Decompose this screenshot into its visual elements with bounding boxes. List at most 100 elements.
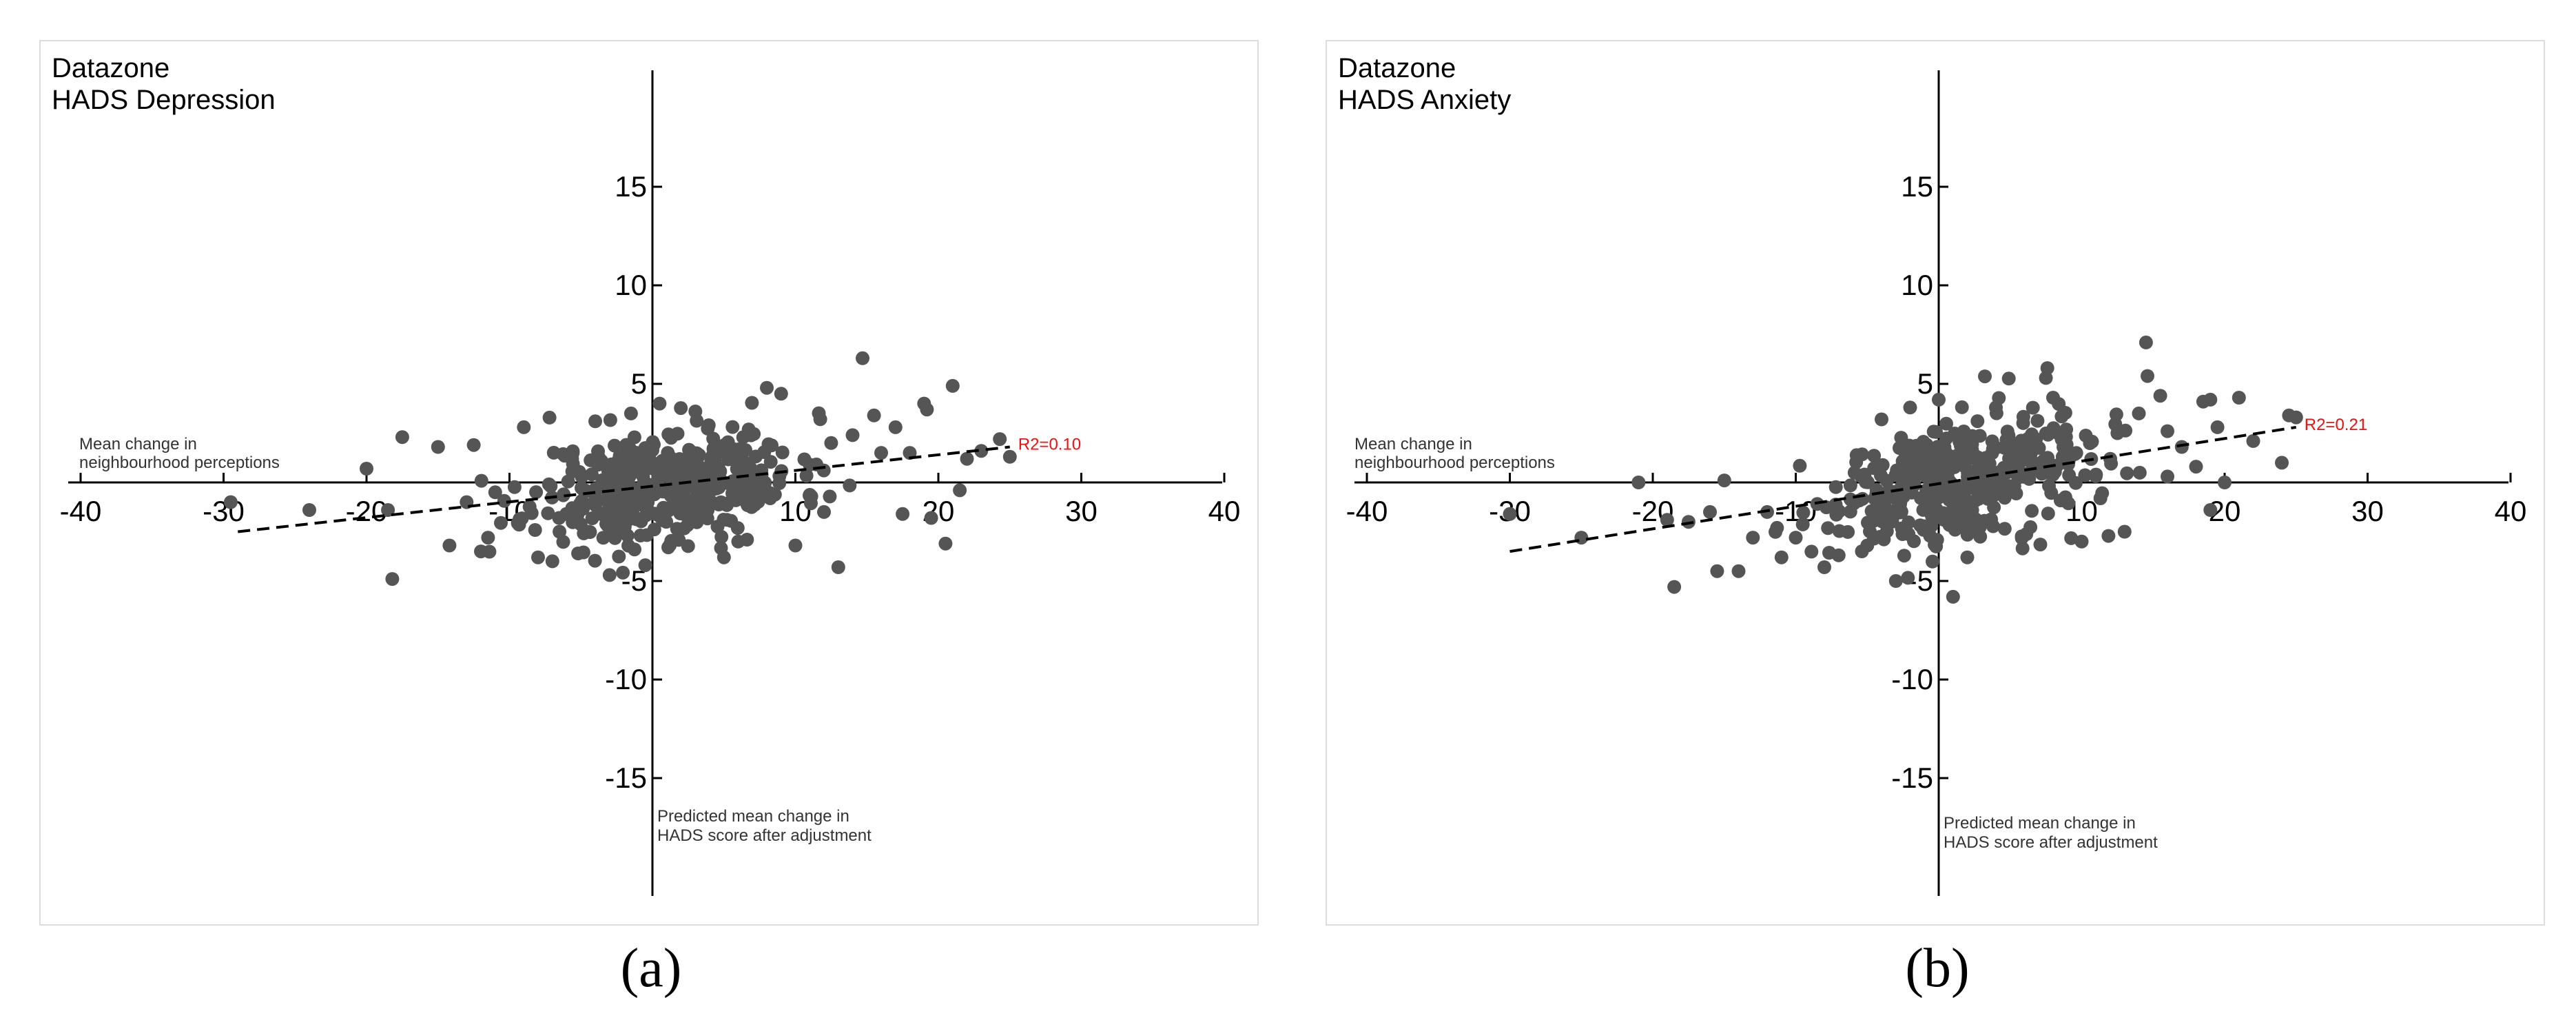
data-point bbox=[1894, 431, 1908, 445]
data-point bbox=[497, 493, 511, 508]
data-point bbox=[699, 490, 714, 504]
data-point bbox=[648, 487, 661, 502]
data-point bbox=[2139, 335, 2153, 349]
data-point bbox=[2110, 426, 2125, 440]
data-point bbox=[466, 438, 481, 452]
data-point bbox=[571, 547, 586, 560]
data-point bbox=[1888, 468, 1903, 482]
data-point bbox=[760, 380, 774, 395]
data-point bbox=[2032, 440, 2046, 455]
data-point bbox=[1972, 491, 1986, 506]
data-point bbox=[1935, 511, 1949, 525]
data-point bbox=[2000, 425, 2015, 439]
data-point bbox=[2026, 400, 2040, 415]
data-point bbox=[1793, 458, 1807, 473]
data-point bbox=[561, 474, 575, 489]
data-point bbox=[845, 428, 860, 442]
data-point bbox=[431, 440, 445, 454]
data-point bbox=[749, 449, 763, 464]
data-point bbox=[2089, 467, 2103, 482]
data-point bbox=[2054, 409, 2069, 424]
y-tick-label: 15 bbox=[615, 170, 647, 203]
data-point bbox=[474, 473, 488, 488]
y-tick-label: 5 bbox=[631, 367, 647, 400]
chart-title-line2: HADS Anxiety bbox=[1338, 85, 1512, 115]
data-point bbox=[2033, 538, 2048, 552]
data-point bbox=[2046, 421, 2061, 436]
data-point bbox=[2058, 490, 2072, 504]
data-point bbox=[1926, 425, 1941, 439]
data-point bbox=[2109, 407, 2123, 422]
data-point bbox=[1955, 400, 1969, 414]
data-point bbox=[507, 480, 522, 494]
data-point bbox=[874, 446, 888, 460]
data-point bbox=[698, 476, 712, 491]
data-point bbox=[2001, 371, 2016, 386]
data-point bbox=[603, 497, 617, 511]
x-tick-label: 30 bbox=[1065, 495, 1098, 527]
data-point bbox=[2161, 469, 2174, 484]
y-tick-label: -15 bbox=[605, 762, 647, 794]
data-point bbox=[740, 480, 754, 495]
data-point bbox=[591, 458, 606, 472]
data-point bbox=[1660, 513, 1674, 527]
data-point bbox=[1978, 369, 1992, 384]
y-tick-label: 10 bbox=[615, 269, 647, 301]
data-point bbox=[638, 558, 652, 573]
data-point bbox=[565, 451, 579, 466]
data-point bbox=[545, 554, 559, 569]
data-point bbox=[1996, 478, 2010, 493]
data-point bbox=[717, 550, 731, 564]
data-point bbox=[381, 503, 395, 517]
y-tick-label: 15 bbox=[1901, 170, 1933, 203]
data-point bbox=[1789, 531, 1803, 545]
data-point bbox=[888, 420, 903, 434]
data-point bbox=[541, 506, 555, 520]
x-axis-note-line2: neighbourhood perceptions bbox=[79, 453, 280, 472]
data-point bbox=[710, 480, 725, 495]
data-point bbox=[575, 469, 589, 484]
data-point bbox=[774, 387, 788, 401]
data-point bbox=[2025, 427, 2039, 442]
data-point bbox=[1897, 549, 1911, 563]
data-point bbox=[2132, 465, 2147, 480]
data-point bbox=[690, 446, 704, 460]
x-axis-note-line1: Mean change in bbox=[1354, 435, 1472, 453]
data-point bbox=[960, 451, 974, 466]
data-point bbox=[1939, 416, 1953, 431]
data-point bbox=[511, 516, 525, 530]
data-point bbox=[629, 512, 643, 527]
data-point bbox=[1903, 400, 1917, 415]
data-point bbox=[1821, 521, 1835, 536]
data-point bbox=[573, 497, 587, 511]
data-point bbox=[1926, 554, 1939, 569]
data-point bbox=[1973, 465, 1988, 480]
data-point bbox=[2015, 444, 2030, 458]
data-point bbox=[1895, 527, 1910, 541]
caption-a: (a) bbox=[620, 938, 682, 999]
data-point bbox=[953, 483, 967, 498]
data-point bbox=[1946, 498, 1961, 513]
x-tick-label: -30 bbox=[203, 495, 245, 527]
data-point bbox=[688, 405, 703, 418]
data-point bbox=[608, 438, 621, 453]
data-point bbox=[1832, 524, 1846, 538]
data-point bbox=[612, 460, 627, 474]
data-point bbox=[2275, 456, 2289, 470]
data-point bbox=[1703, 504, 1717, 519]
data-point bbox=[588, 414, 602, 429]
fit-line bbox=[238, 445, 1010, 533]
data-point bbox=[1898, 443, 1913, 458]
data-point bbox=[1895, 454, 1910, 469]
data-point bbox=[2042, 479, 2056, 493]
data-point bbox=[553, 524, 567, 539]
tick-marks bbox=[79, 185, 1226, 779]
data-point bbox=[624, 406, 638, 420]
data-point bbox=[1901, 571, 1915, 585]
data-point bbox=[721, 452, 736, 467]
data-point bbox=[588, 498, 603, 513]
data-point bbox=[2015, 531, 2029, 545]
data-point bbox=[620, 529, 635, 543]
data-point bbox=[2015, 541, 2030, 555]
